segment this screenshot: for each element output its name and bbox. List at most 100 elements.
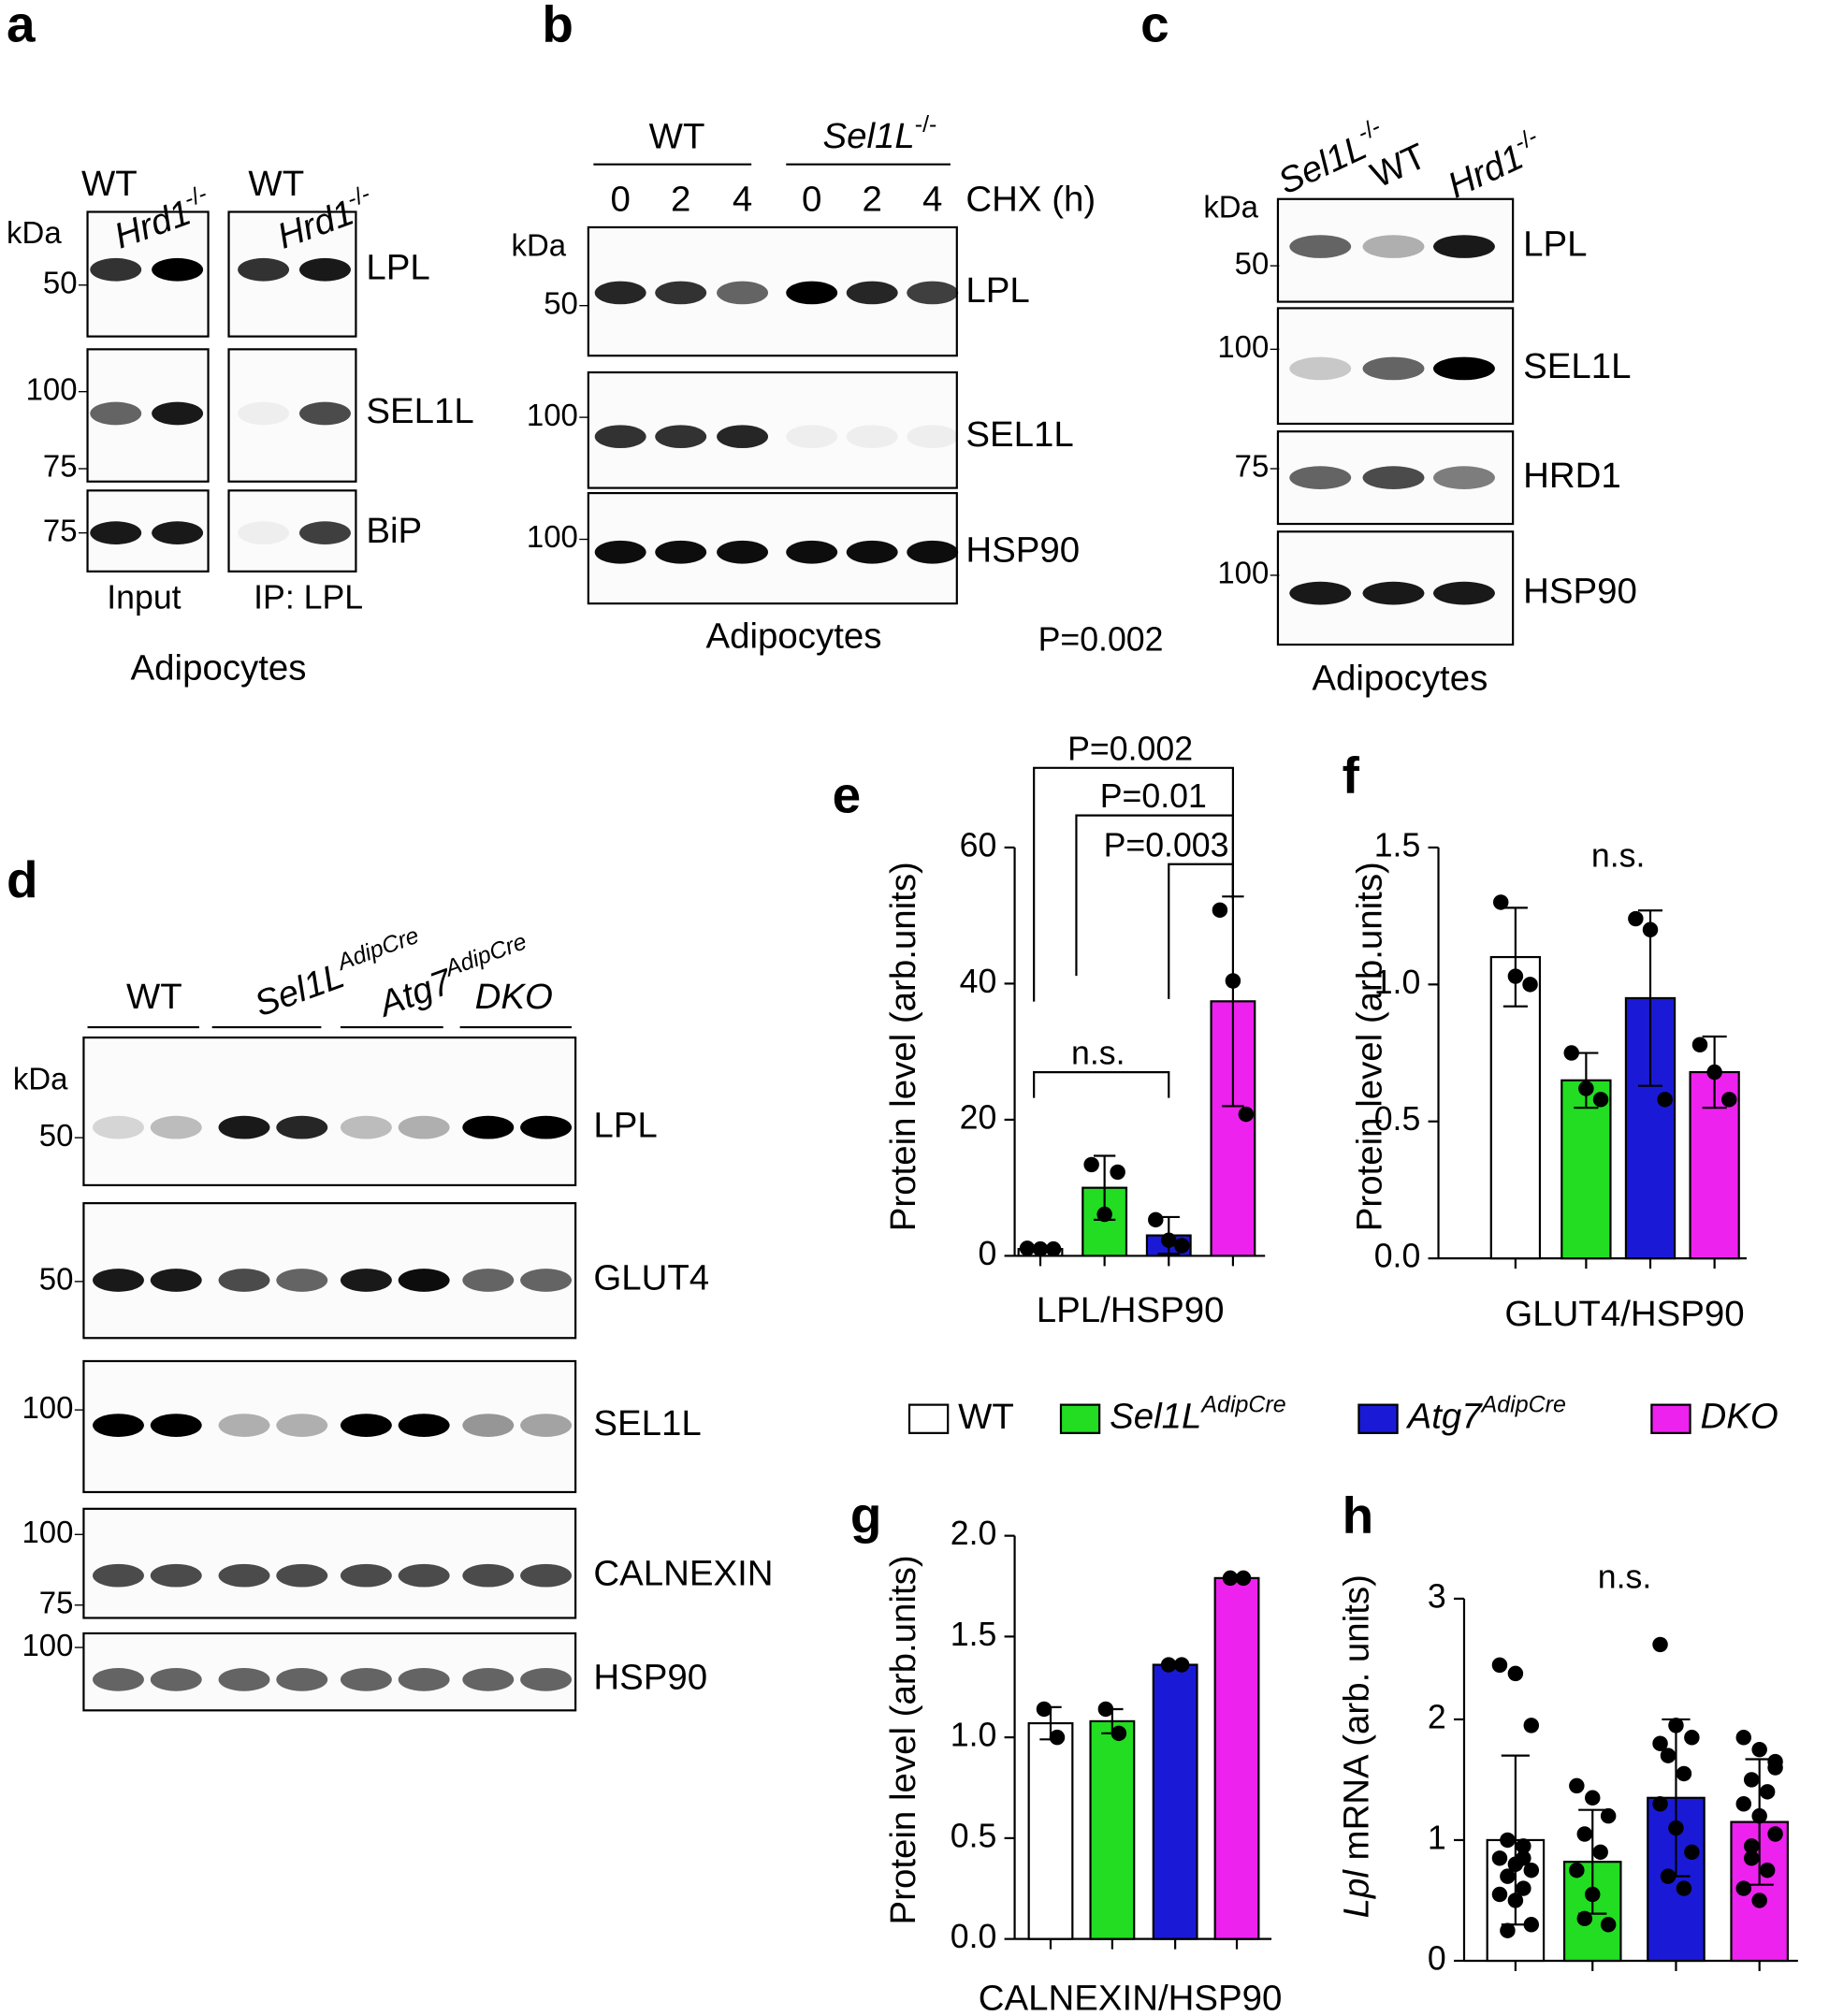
band [1289,235,1352,258]
y-tick-label: 40 [960,963,997,1000]
band [276,1115,328,1139]
data-point [1628,910,1644,927]
data-point [1516,1880,1531,1896]
text-part: Sel1L [1272,127,1372,203]
band [398,1414,450,1437]
significance-bracket [1168,863,1235,999]
y-tick-label: 3 [1428,1577,1446,1615]
text-part: AdipCre [440,928,530,982]
data-point [1759,1784,1776,1800]
band [90,521,142,544]
band [276,1563,328,1588]
band [655,281,707,305]
row-label: HSP90 [1523,571,1637,611]
band [786,281,838,305]
band [340,1269,392,1292]
data-point [1735,1796,1752,1812]
data-point [1652,1636,1668,1653]
y-tick-label: 0 [979,1235,997,1272]
y-tick-label: 0.5 [1374,1100,1421,1138]
band [398,1115,450,1139]
data-point [1735,1880,1752,1896]
mw-marker: 100 [1217,329,1269,364]
band [150,1115,202,1139]
band [218,1414,270,1437]
error-bar [1637,909,1663,1087]
row-label: LPL [965,270,1029,311]
data-point [1045,1240,1062,1257]
data-point [1083,1156,1099,1173]
mw-marker: 75 [43,449,78,484]
data-point [1668,1718,1684,1733]
band [150,1414,202,1437]
band [717,425,769,449]
data-point [1049,1729,1066,1746]
band [299,257,351,282]
text-part: Hrd1 [1442,137,1530,206]
row-label: HRD1 [1523,456,1621,496]
band [1289,356,1352,381]
band [238,257,290,282]
data-point [1652,1796,1668,1812]
annotation: P=0.002 [1067,730,1193,767]
band [93,1563,144,1588]
band [238,401,290,426]
lane-label: 2 [671,180,690,220]
data-point [1743,1838,1760,1854]
band [520,1414,573,1437]
band [93,1269,144,1292]
row-label: SEL1L [1523,346,1631,386]
mw-marker: 100 [22,1515,73,1549]
data-point [1684,1730,1700,1746]
data-point [1600,1917,1617,1933]
band [1362,581,1425,605]
panel-letter: a [7,0,36,53]
band [1433,235,1495,258]
data-point [1767,1826,1783,1842]
group-label: Sel1L-/- [823,111,937,157]
band [907,540,959,564]
y-tick-label: 2 [1428,1698,1446,1735]
y-tick-label: 0 [1428,1939,1446,1977]
data-point [1585,1886,1601,1903]
data-point [1036,1701,1052,1718]
band [218,1115,270,1139]
blot-box [82,1507,577,1619]
text-part: Sel1L [823,116,915,156]
text-part: AdipCre [1480,1391,1566,1417]
band [218,1563,270,1588]
y-tick-label: 2.0 [951,1515,997,1552]
text-part: mRNA (arb. units) [1337,1574,1377,1870]
band [398,1668,450,1691]
lane-label: WT [248,164,304,204]
y-tick-label: 20 [960,1098,997,1136]
band [786,540,838,564]
band [398,1269,450,1292]
band [276,1668,328,1691]
mw-marker: 100 [527,519,578,554]
data-point [1160,1657,1177,1673]
y-axis-label: Protein level (arb.units) [1349,862,1389,1231]
data-point [1735,1730,1752,1746]
annotation: n.s. [1071,1035,1125,1072]
band [520,1269,573,1292]
data-point [1684,1844,1700,1861]
legend-swatch [1357,1403,1399,1434]
data-point [1522,977,1538,993]
y-tick-label: 1.0 [951,1717,997,1754]
band [340,1115,392,1139]
data-point [1238,1106,1255,1123]
data-point [1578,1081,1594,1096]
band [340,1668,392,1691]
band [1289,466,1352,489]
band [90,257,142,282]
panel-letter: g [850,1486,882,1544]
panel-letter: b [542,0,573,53]
data-point [1569,1862,1585,1878]
band [398,1563,450,1588]
row-label: LPL [366,247,429,287]
y-tick-label: 1.0 [1374,964,1421,1001]
data-point [1174,1238,1190,1254]
significance-bracket [1033,1071,1170,1098]
x-axis-label: CALNEXIN/HSP90 [979,1979,1283,2016]
